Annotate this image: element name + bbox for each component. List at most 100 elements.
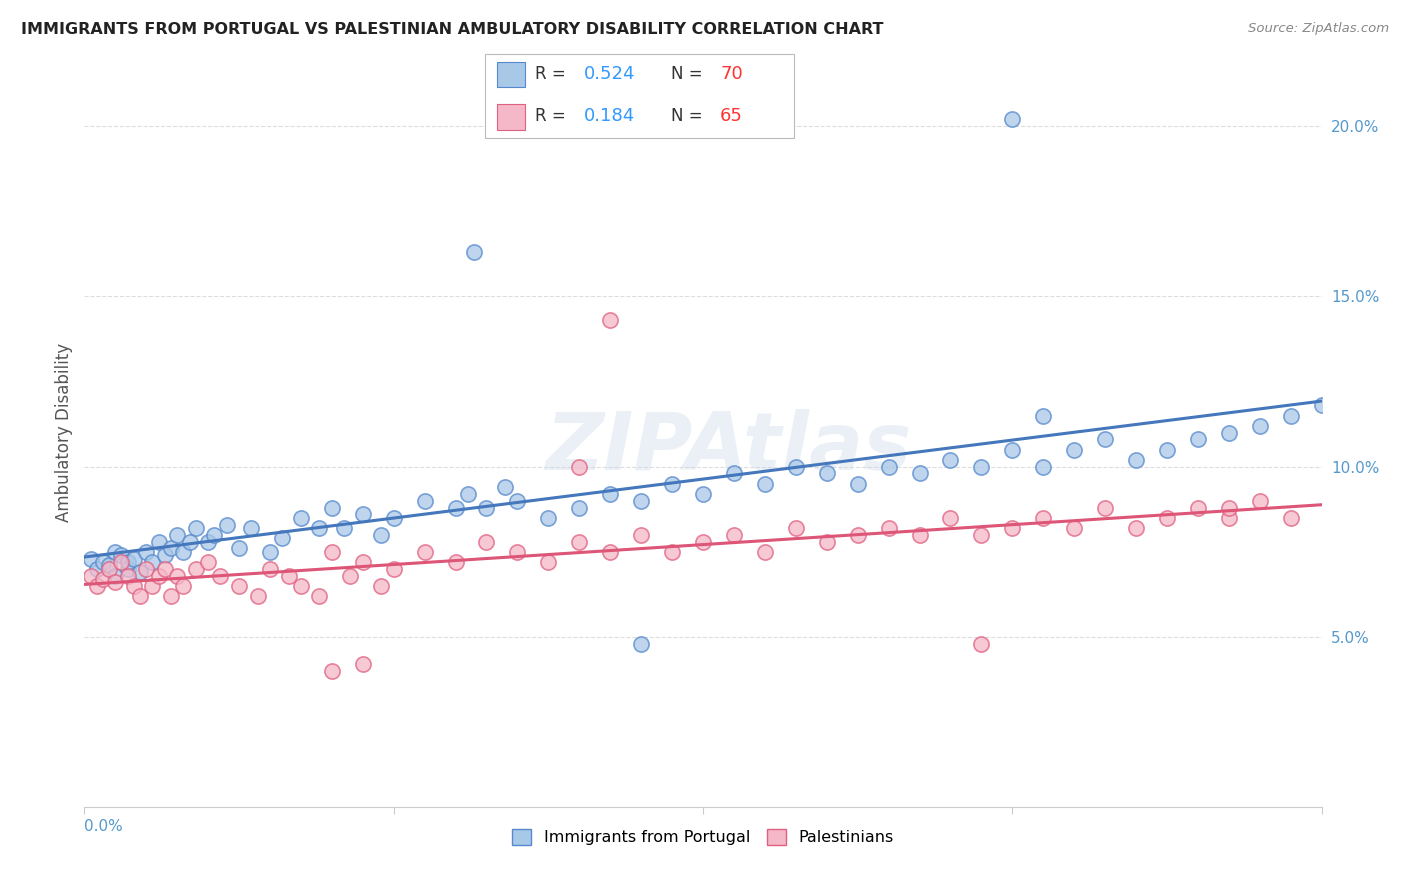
Point <box>228 541 250 556</box>
Point <box>970 528 993 542</box>
Legend: Immigrants from Portugal, Palestinians: Immigrants from Portugal, Palestinians <box>506 822 900 852</box>
Point <box>129 589 152 603</box>
Point <box>661 545 683 559</box>
Point <box>815 534 838 549</box>
Point <box>877 459 900 474</box>
Point <box>104 545 127 559</box>
Text: IMMIGRANTS FROM PORTUGAL VS PALESTINIAN AMBULATORY DISABILITY CORRELATION CHART: IMMIGRANTS FROM PORTUGAL VS PALESTINIAN … <box>21 22 883 37</box>
Point <box>290 579 312 593</box>
Point <box>339 568 361 582</box>
Point <box>321 664 343 678</box>
Point <box>599 487 621 501</box>
Point <box>91 555 114 569</box>
Point <box>166 568 188 582</box>
Point <box>457 487 479 501</box>
Point <box>277 568 299 582</box>
Point <box>352 508 374 522</box>
Text: R =: R = <box>534 107 565 125</box>
Point <box>122 551 145 566</box>
Point <box>308 589 330 603</box>
Point <box>723 467 745 481</box>
Point <box>1032 510 1054 524</box>
Point <box>110 548 132 562</box>
Point <box>444 555 467 569</box>
Point <box>259 545 281 559</box>
Point <box>197 534 219 549</box>
Point <box>939 453 962 467</box>
Point <box>877 521 900 535</box>
Point <box>160 541 183 556</box>
Point <box>122 579 145 593</box>
Point <box>568 459 591 474</box>
Point <box>86 562 108 576</box>
Point <box>172 545 194 559</box>
Point <box>110 555 132 569</box>
Point <box>815 467 838 481</box>
Point <box>908 467 931 481</box>
Point <box>117 555 139 569</box>
Point <box>98 558 121 573</box>
Point <box>259 562 281 576</box>
Point <box>692 487 714 501</box>
Point <box>370 528 392 542</box>
Point <box>630 528 652 542</box>
Point <box>1001 521 1024 535</box>
Point <box>846 476 869 491</box>
Point <box>723 528 745 542</box>
Point <box>153 548 176 562</box>
Point <box>1094 500 1116 515</box>
Point <box>184 521 207 535</box>
Point <box>228 579 250 593</box>
Point <box>1063 442 1085 457</box>
Point <box>160 589 183 603</box>
Text: N =: N = <box>671 107 702 125</box>
Point <box>91 572 114 586</box>
Point <box>970 637 993 651</box>
Point <box>970 459 993 474</box>
Point <box>506 493 529 508</box>
Text: 0.0%: 0.0% <box>84 819 124 834</box>
Text: 65: 65 <box>720 107 742 125</box>
Point <box>321 545 343 559</box>
FancyBboxPatch shape <box>485 54 794 138</box>
Point <box>148 568 170 582</box>
Point <box>413 493 436 508</box>
Text: N =: N = <box>671 65 702 83</box>
Point <box>494 480 516 494</box>
Point <box>104 575 127 590</box>
Point <box>754 545 776 559</box>
Point <box>370 579 392 593</box>
Point <box>290 510 312 524</box>
Point <box>661 476 683 491</box>
Point <box>1249 493 1271 508</box>
Point <box>179 534 201 549</box>
Point <box>692 534 714 549</box>
Bar <box>498 104 526 130</box>
Point <box>98 562 121 576</box>
Point <box>104 568 127 582</box>
Point <box>444 500 467 515</box>
Point <box>135 562 157 576</box>
Point <box>184 562 207 576</box>
Point <box>1279 409 1302 423</box>
Point <box>333 521 356 535</box>
Text: 0.184: 0.184 <box>583 107 636 125</box>
Point <box>135 545 157 559</box>
Y-axis label: Ambulatory Disability: Ambulatory Disability <box>55 343 73 522</box>
Point <box>413 545 436 559</box>
Point <box>1218 510 1240 524</box>
Point <box>1125 453 1147 467</box>
Point <box>166 528 188 542</box>
Point <box>939 510 962 524</box>
Point <box>321 500 343 515</box>
Point <box>308 521 330 535</box>
Point <box>1156 442 1178 457</box>
Point <box>1001 442 1024 457</box>
Point <box>1249 418 1271 433</box>
Point <box>568 534 591 549</box>
Text: Source: ZipAtlas.com: Source: ZipAtlas.com <box>1249 22 1389 36</box>
Point <box>475 534 498 549</box>
Point <box>846 528 869 542</box>
Point <box>117 568 139 582</box>
Point <box>630 637 652 651</box>
